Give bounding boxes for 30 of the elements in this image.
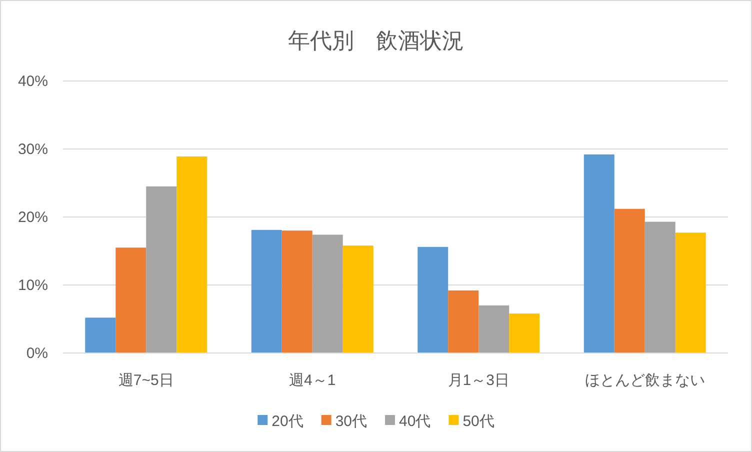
bar bbox=[584, 154, 614, 353]
bar bbox=[614, 208, 645, 353]
chart-title: 年代別 飲酒状況 bbox=[288, 28, 464, 53]
legend-label: 40代 bbox=[399, 413, 431, 430]
y-tick-label: 0% bbox=[26, 345, 48, 362]
x-tick-label: ほとんど飲まない bbox=[584, 372, 705, 389]
y-tick-label: 20% bbox=[18, 209, 48, 226]
x-tick-label: 週7~5日 bbox=[118, 372, 174, 389]
bar bbox=[448, 290, 479, 353]
bar bbox=[85, 318, 116, 353]
bar bbox=[146, 186, 177, 353]
bar bbox=[282, 230, 312, 353]
bar bbox=[675, 232, 706, 353]
bar bbox=[251, 230, 282, 353]
bar bbox=[116, 248, 146, 353]
y-tick-label: 40% bbox=[18, 73, 48, 90]
bar bbox=[312, 234, 343, 353]
legend-label: 20代 bbox=[272, 413, 304, 430]
bar bbox=[509, 314, 540, 353]
legend-label: 30代 bbox=[335, 413, 367, 430]
x-tick-label: 週4～1 bbox=[289, 372, 336, 389]
bar bbox=[342, 246, 374, 353]
y-tick-label: 10% bbox=[18, 277, 48, 294]
bar bbox=[176, 156, 208, 353]
bar bbox=[478, 305, 510, 353]
bar bbox=[418, 246, 448, 353]
bar bbox=[644, 222, 676, 353]
x-tick-label: 月1～3日 bbox=[448, 372, 510, 389]
legend-label: 50代 bbox=[462, 413, 494, 430]
y-tick-label: 30% bbox=[18, 141, 48, 158]
